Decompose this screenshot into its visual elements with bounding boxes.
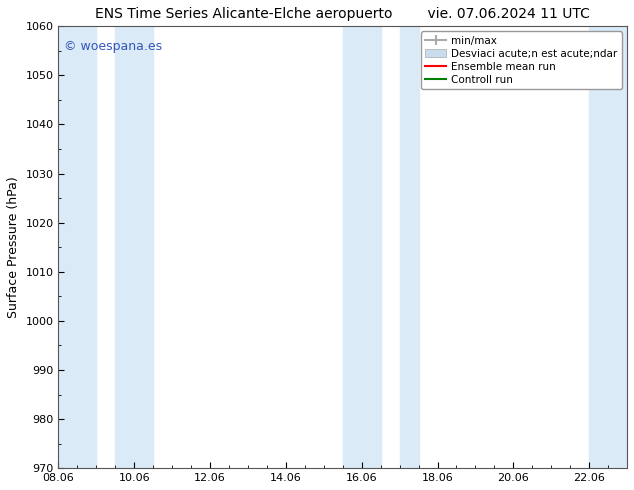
Bar bbox=[343, 26, 380, 468]
Bar bbox=[399, 26, 418, 468]
Bar bbox=[115, 26, 153, 468]
Title: ENS Time Series Alicante-Elche aeropuerto        vie. 07.06.2024 11 UTC: ENS Time Series Alicante-Elche aeropuert… bbox=[95, 7, 590, 21]
Bar bbox=[58, 26, 96, 468]
Text: © woespana.es: © woespana.es bbox=[64, 40, 162, 52]
Y-axis label: Surface Pressure (hPa): Surface Pressure (hPa) bbox=[7, 176, 20, 318]
Legend: min/max, Desviaci acute;n est acute;ndar, Ensemble mean run, Controll run: min/max, Desviaci acute;n est acute;ndar… bbox=[421, 31, 622, 89]
Bar bbox=[589, 26, 627, 468]
